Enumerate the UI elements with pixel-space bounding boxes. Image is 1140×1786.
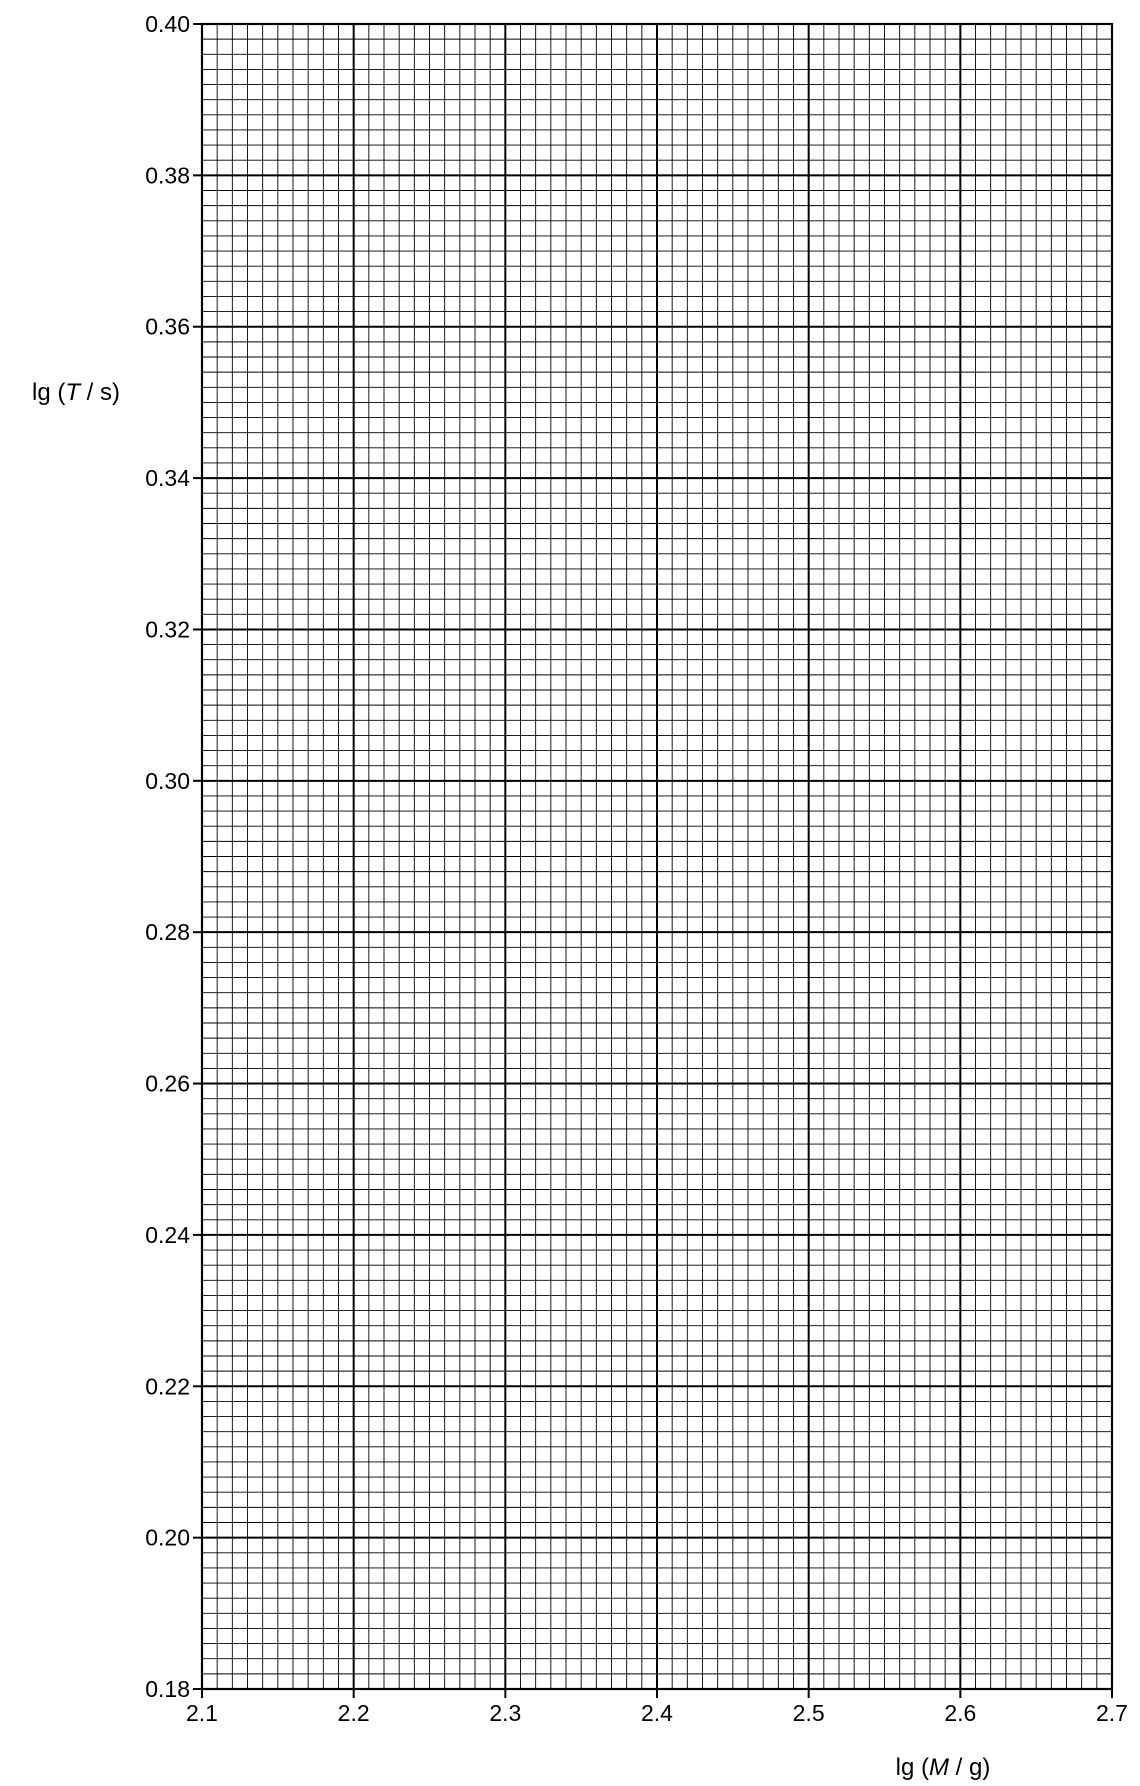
y-tick-label: 0.28 bbox=[145, 919, 190, 945]
x-tick-label: 2.5 bbox=[793, 1700, 825, 1726]
x-tick-label: 2.6 bbox=[944, 1700, 976, 1726]
y-tick-label: 0.30 bbox=[145, 768, 190, 794]
y-axis-label: lg (T / s) bbox=[32, 379, 120, 406]
y-tick-label: 0.36 bbox=[145, 314, 190, 340]
x-axis-ticks: 2.1 2.2 2.3 2.4 2.5 2.6 2.7 bbox=[186, 1689, 1128, 1726]
x-tick-label: 2.1 bbox=[186, 1700, 218, 1726]
x-tick-label: 2.4 bbox=[641, 1700, 673, 1726]
y-axis-ticks: 0.18 0.20 0.22 0.24 0.26 0.28 0.30 0.32 0.34 0.36… bbox=[145, 11, 202, 1702]
y-tick-label: 0.26 bbox=[145, 1071, 190, 1097]
major-grid bbox=[202, 24, 1112, 1689]
x-tick-label: 2.7 bbox=[1096, 1700, 1128, 1726]
y-tick-label: 0.24 bbox=[145, 1222, 190, 1248]
x-axis-label: lg (M / g) bbox=[896, 1754, 991, 1781]
y-tick-label: 0.22 bbox=[145, 1373, 190, 1399]
x-tick-label: 2.3 bbox=[489, 1700, 521, 1726]
y-tick-label: 0.18 bbox=[145, 1676, 190, 1702]
y-tick-label: 0.32 bbox=[145, 616, 190, 642]
y-tick-label: 0.34 bbox=[145, 465, 190, 491]
y-tick-label: 0.38 bbox=[145, 162, 190, 188]
y-tick-label: 0.40 bbox=[145, 11, 190, 37]
x-tick-label: 2.2 bbox=[338, 1700, 370, 1726]
y-tick-label: 0.20 bbox=[145, 1525, 190, 1551]
